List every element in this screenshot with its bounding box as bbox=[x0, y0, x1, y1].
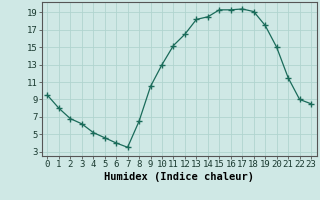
X-axis label: Humidex (Indice chaleur): Humidex (Indice chaleur) bbox=[104, 172, 254, 182]
